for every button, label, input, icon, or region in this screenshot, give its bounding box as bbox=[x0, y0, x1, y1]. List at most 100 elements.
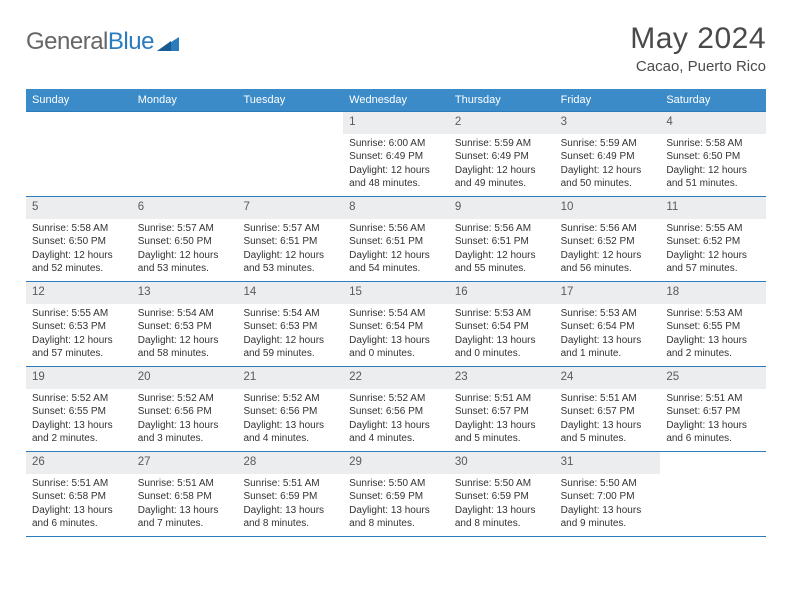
day-number: 22 bbox=[343, 367, 449, 389]
day-header: Sunday bbox=[26, 89, 132, 111]
day-body: Sunrise: 5:56 AMSunset: 6:52 PMDaylight:… bbox=[555, 219, 661, 280]
day-line: and 0 minutes. bbox=[349, 347, 443, 361]
day-line: and 1 minute. bbox=[561, 347, 655, 361]
day-line: and 9 minutes. bbox=[561, 517, 655, 531]
day-line: Sunrise: 5:52 AM bbox=[243, 392, 337, 406]
day-body bbox=[26, 134, 132, 141]
day-number: 8 bbox=[343, 197, 449, 219]
day-number: 2 bbox=[449, 112, 555, 134]
day-line: Daylight: 12 hours bbox=[561, 164, 655, 178]
day-number: 9 bbox=[449, 197, 555, 219]
title-block: May 2024 Cacao, Puerto Rico bbox=[630, 22, 766, 75]
day-body: Sunrise: 5:54 AMSunset: 6:54 PMDaylight:… bbox=[343, 304, 449, 365]
day-line: Sunrise: 5:51 AM bbox=[666, 392, 760, 406]
day-line: Daylight: 13 hours bbox=[349, 504, 443, 518]
day-line: and 57 minutes. bbox=[32, 347, 126, 361]
day-number: 18 bbox=[660, 282, 766, 304]
day-line: Sunset: 6:51 PM bbox=[455, 235, 549, 249]
day-line: and 59 minutes. bbox=[243, 347, 337, 361]
day-body: Sunrise: 5:51 AMSunset: 6:57 PMDaylight:… bbox=[449, 389, 555, 450]
day-header: Monday bbox=[132, 89, 238, 111]
day-cell: 14Sunrise: 5:54 AMSunset: 6:53 PMDayligh… bbox=[237, 282, 343, 366]
day-number: 29 bbox=[343, 452, 449, 474]
day-line: Sunset: 6:53 PM bbox=[243, 320, 337, 334]
day-body: Sunrise: 5:52 AMSunset: 6:56 PMDaylight:… bbox=[237, 389, 343, 450]
day-cell: 21Sunrise: 5:52 AMSunset: 6:56 PMDayligh… bbox=[237, 367, 343, 451]
day-line: and 54 minutes. bbox=[349, 262, 443, 276]
day-body: Sunrise: 5:51 AMSunset: 6:57 PMDaylight:… bbox=[660, 389, 766, 450]
day-line: Sunrise: 5:51 AM bbox=[32, 477, 126, 491]
day-body: Sunrise: 5:50 AMSunset: 6:59 PMDaylight:… bbox=[449, 474, 555, 535]
day-number bbox=[132, 112, 238, 134]
day-line: Sunset: 6:51 PM bbox=[349, 235, 443, 249]
day-line: Daylight: 13 hours bbox=[32, 419, 126, 433]
day-cell: 5Sunrise: 5:58 AMSunset: 6:50 PMDaylight… bbox=[26, 197, 132, 281]
day-line: Sunrise: 5:51 AM bbox=[243, 477, 337, 491]
day-line: Sunset: 6:52 PM bbox=[561, 235, 655, 249]
day-body: Sunrise: 5:54 AMSunset: 6:53 PMDaylight:… bbox=[132, 304, 238, 365]
logo-text-general: General bbox=[26, 28, 108, 55]
day-line: Sunset: 6:53 PM bbox=[32, 320, 126, 334]
day-body: Sunrise: 5:58 AMSunset: 6:50 PMDaylight:… bbox=[26, 219, 132, 280]
header: GeneralBlue May 2024 Cacao, Puerto Rico bbox=[26, 22, 766, 75]
day-number: 10 bbox=[555, 197, 661, 219]
day-body: Sunrise: 5:52 AMSunset: 6:56 PMDaylight:… bbox=[132, 389, 238, 450]
day-cell: 6Sunrise: 5:57 AMSunset: 6:50 PMDaylight… bbox=[132, 197, 238, 281]
day-number bbox=[26, 112, 132, 134]
day-cell: 12Sunrise: 5:55 AMSunset: 6:53 PMDayligh… bbox=[26, 282, 132, 366]
day-line: Sunrise: 5:52 AM bbox=[32, 392, 126, 406]
day-header-row: SundayMondayTuesdayWednesdayThursdayFrid… bbox=[26, 89, 766, 111]
day-line: Daylight: 12 hours bbox=[243, 249, 337, 263]
day-body: Sunrise: 5:53 AMSunset: 6:55 PMDaylight:… bbox=[660, 304, 766, 365]
day-line: Sunrise: 5:53 AM bbox=[561, 307, 655, 321]
day-number: 24 bbox=[555, 367, 661, 389]
day-line: and 52 minutes. bbox=[32, 262, 126, 276]
day-number: 27 bbox=[132, 452, 238, 474]
day-number: 26 bbox=[26, 452, 132, 474]
day-line: Sunrise: 5:54 AM bbox=[349, 307, 443, 321]
day-line: Sunrise: 5:51 AM bbox=[138, 477, 232, 491]
day-line: and 8 minutes. bbox=[243, 517, 337, 531]
day-line: Sunset: 7:00 PM bbox=[561, 490, 655, 504]
day-body: Sunrise: 5:51 AMSunset: 6:59 PMDaylight:… bbox=[237, 474, 343, 535]
calendar-page: GeneralBlue May 2024 Cacao, Puerto Rico … bbox=[0, 0, 792, 537]
day-line: Sunrise: 5:50 AM bbox=[455, 477, 549, 491]
day-line: Sunset: 6:59 PM bbox=[349, 490, 443, 504]
day-cell bbox=[26, 112, 132, 196]
day-line: Sunset: 6:55 PM bbox=[666, 320, 760, 334]
day-line: Sunset: 6:58 PM bbox=[138, 490, 232, 504]
day-line: Sunset: 6:56 PM bbox=[243, 405, 337, 419]
day-body: Sunrise: 5:51 AMSunset: 6:58 PMDaylight:… bbox=[132, 474, 238, 535]
day-cell: 8Sunrise: 5:56 AMSunset: 6:51 PMDaylight… bbox=[343, 197, 449, 281]
week-row: 26Sunrise: 5:51 AMSunset: 6:58 PMDayligh… bbox=[26, 452, 766, 537]
day-line: and 3 minutes. bbox=[138, 432, 232, 446]
day-line: Daylight: 13 hours bbox=[349, 419, 443, 433]
day-line: and 0 minutes. bbox=[455, 347, 549, 361]
day-line: and 48 minutes. bbox=[349, 177, 443, 191]
day-line: Sunset: 6:59 PM bbox=[455, 490, 549, 504]
day-number: 21 bbox=[237, 367, 343, 389]
location: Cacao, Puerto Rico bbox=[630, 58, 766, 75]
day-number: 23 bbox=[449, 367, 555, 389]
day-line: Sunset: 6:57 PM bbox=[561, 405, 655, 419]
week-row: 1Sunrise: 6:00 AMSunset: 6:49 PMDaylight… bbox=[26, 111, 766, 197]
day-number: 11 bbox=[660, 197, 766, 219]
day-cell: 18Sunrise: 5:53 AMSunset: 6:55 PMDayligh… bbox=[660, 282, 766, 366]
day-line: Daylight: 12 hours bbox=[138, 334, 232, 348]
day-number: 5 bbox=[26, 197, 132, 219]
day-line: Daylight: 13 hours bbox=[561, 419, 655, 433]
day-header: Thursday bbox=[449, 89, 555, 111]
day-cell: 31Sunrise: 5:50 AMSunset: 7:00 PMDayligh… bbox=[555, 452, 661, 536]
day-body bbox=[237, 134, 343, 141]
day-line: Daylight: 12 hours bbox=[455, 164, 549, 178]
day-line: Sunrise: 5:54 AM bbox=[243, 307, 337, 321]
day-line: Daylight: 13 hours bbox=[666, 419, 760, 433]
day-line: and 51 minutes. bbox=[666, 177, 760, 191]
week-row: 19Sunrise: 5:52 AMSunset: 6:55 PMDayligh… bbox=[26, 367, 766, 452]
day-line: Sunset: 6:54 PM bbox=[349, 320, 443, 334]
day-line: Sunrise: 5:57 AM bbox=[138, 222, 232, 236]
month-title: May 2024 bbox=[630, 22, 766, 56]
day-cell: 15Sunrise: 5:54 AMSunset: 6:54 PMDayligh… bbox=[343, 282, 449, 366]
day-line: Sunset: 6:49 PM bbox=[349, 150, 443, 164]
day-line: and 49 minutes. bbox=[455, 177, 549, 191]
